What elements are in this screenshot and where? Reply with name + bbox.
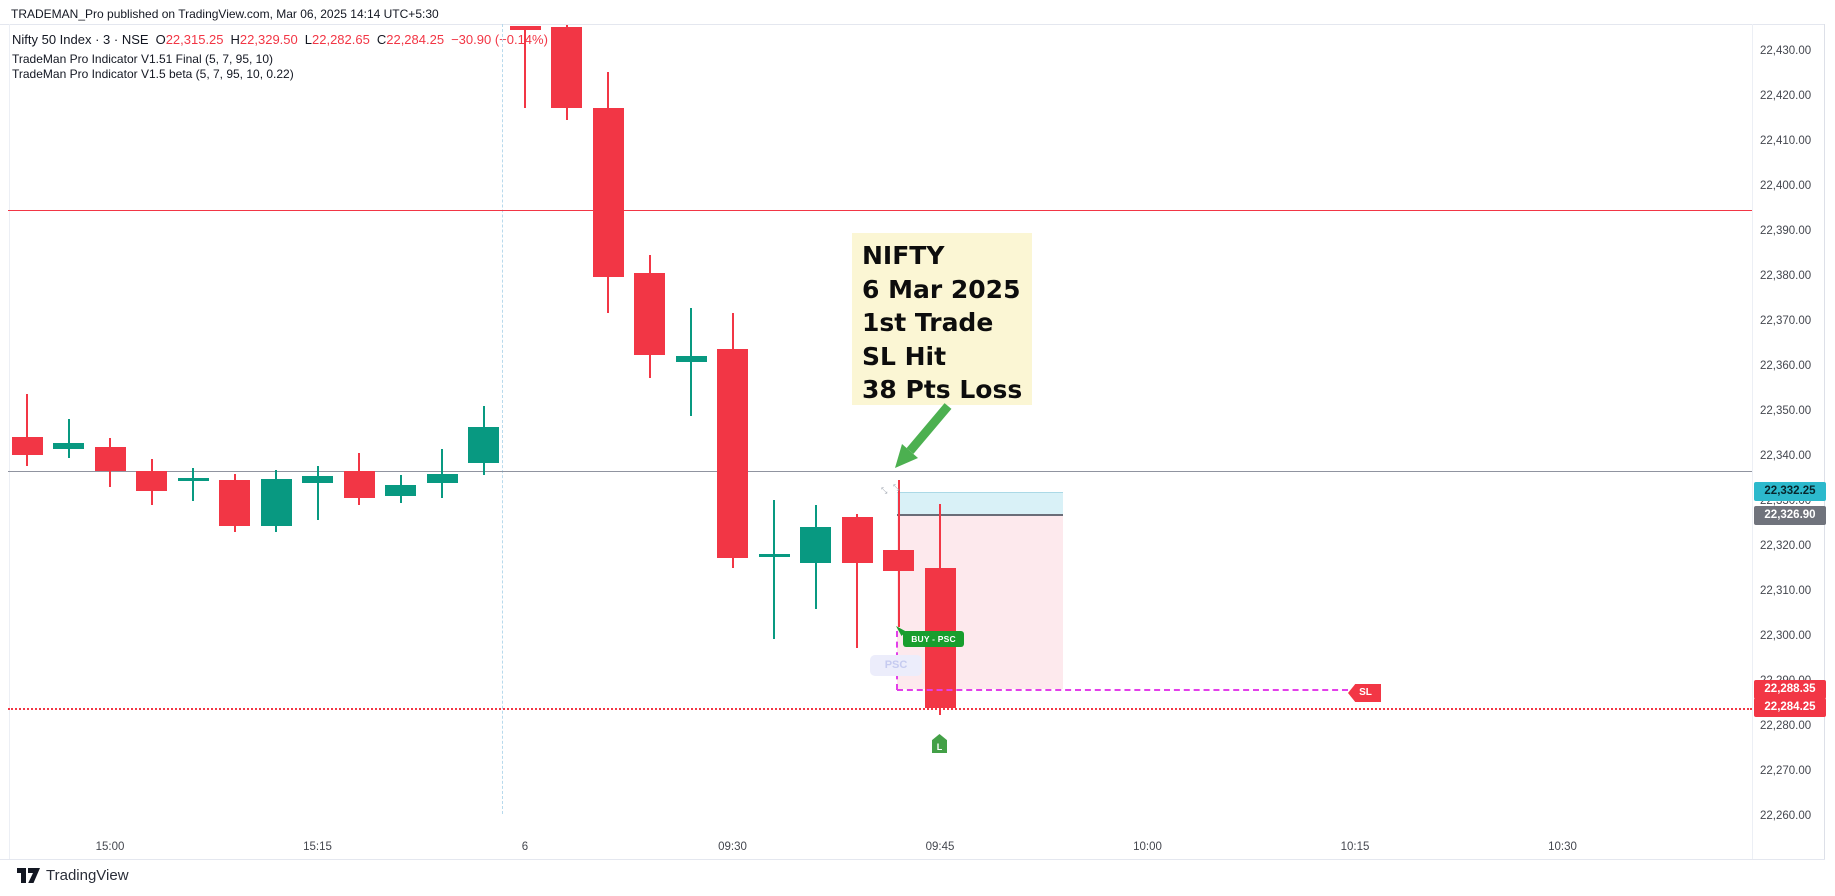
price-badge: 22,326.90 bbox=[1754, 506, 1826, 526]
candle-body bbox=[800, 527, 831, 564]
candle-body bbox=[468, 426, 499, 463]
candle-body bbox=[551, 27, 582, 108]
long-entry-marker: L bbox=[932, 734, 947, 753]
candle-body bbox=[385, 484, 416, 497]
candle-wick bbox=[441, 448, 443, 498]
stoploss-line bbox=[897, 689, 1348, 692]
candle-body bbox=[717, 349, 748, 558]
price-axis-label: 22,270.00 bbox=[1760, 765, 1812, 777]
candle-body bbox=[260, 479, 292, 526]
price-axis-label: 22,280.00 bbox=[1760, 720, 1812, 732]
note-line-4: SL Hit bbox=[862, 341, 947, 371]
price-axis-label: 22,260.00 bbox=[1760, 810, 1812, 822]
price-axis-border bbox=[1752, 24, 1753, 859]
axis-bottom-border bbox=[0, 859, 1825, 860]
screen-right-border bbox=[1824, 24, 1825, 859]
price-axis-label: 22,420.00 bbox=[1760, 90, 1812, 102]
candle-body bbox=[675, 356, 707, 363]
time-axis-label: 10:00 bbox=[1133, 841, 1162, 853]
candle-wick bbox=[856, 514, 858, 648]
arrow-down-left-icon bbox=[895, 403, 952, 468]
time-axis-label: 15:15 bbox=[303, 841, 332, 853]
psc-ghost-label: PSC bbox=[870, 655, 922, 676]
candle-body bbox=[634, 272, 665, 355]
sl-badge: SL bbox=[1348, 684, 1381, 702]
price-axis-label: 22,400.00 bbox=[1760, 180, 1812, 192]
indicator-row-1: TradeMan Pro Indicator V1.51 Final (5, 7… bbox=[12, 52, 274, 66]
time-axis-label: 6 bbox=[521, 841, 529, 853]
candle-body bbox=[343, 470, 375, 498]
ohlc-open: O22,315.25 bbox=[155, 32, 224, 47]
price-badge: 22,288.35 bbox=[1754, 679, 1826, 699]
price-axis-label: 22,390.00 bbox=[1760, 225, 1812, 237]
price-axis-label: 22,430.00 bbox=[1760, 45, 1812, 57]
candle-wick bbox=[192, 467, 194, 502]
candle-body bbox=[841, 516, 873, 564]
candle-wick bbox=[773, 500, 775, 639]
candle-body bbox=[219, 479, 250, 526]
candle-body bbox=[426, 474, 458, 484]
price-axis-label: 22,340.00 bbox=[1760, 450, 1812, 462]
candle-body bbox=[758, 554, 790, 557]
drawing-handle-icon: ⤡ bbox=[893, 483, 900, 492]
candle-wick bbox=[690, 308, 692, 417]
price-axis-label: 22,320.00 bbox=[1760, 540, 1812, 552]
price-badge: 22,284.25 bbox=[1754, 698, 1826, 718]
time-axis-label: 10:15 bbox=[1340, 841, 1370, 853]
tradingview-logo-text: TradingView bbox=[46, 867, 129, 884]
time-axis-label: 15:00 bbox=[95, 841, 125, 853]
trade-note: NIFTY 6 Mar 2025 1st Trade SL Hit 38 Pts… bbox=[852, 233, 1032, 405]
price-badge: 22,332.25 bbox=[1754, 482, 1826, 502]
ohlc-close: C22,284.25 bbox=[376, 32, 445, 47]
price-axis-label: 22,300.00 bbox=[1760, 630, 1812, 642]
note-line-2: 6 Mar 2025 bbox=[862, 274, 1021, 304]
candle-body bbox=[302, 475, 333, 484]
candle-body bbox=[136, 470, 167, 492]
candle-wick bbox=[524, 25, 526, 108]
support-line bbox=[8, 470, 1752, 472]
buy-psc-badge-tail bbox=[896, 626, 906, 636]
resistance-line bbox=[8, 209, 1752, 211]
candle-body bbox=[592, 107, 624, 277]
price-axis-label: 22,360.00 bbox=[1760, 360, 1812, 372]
indicator-row-2: TradeMan Pro Indicator V1.5 beta (5, 7, … bbox=[12, 67, 294, 81]
tradingview-logo-icon bbox=[17, 868, 40, 883]
time-axis-label: 10:30 bbox=[1548, 841, 1577, 853]
candle-body bbox=[53, 443, 84, 449]
candle-body bbox=[11, 436, 43, 455]
price-axis-label: 22,410.00 bbox=[1760, 135, 1812, 147]
entry-band bbox=[897, 491, 1063, 516]
pane-left-border bbox=[9, 24, 10, 859]
note-line-5: 38 Pts Loss bbox=[862, 375, 1023, 404]
close-price-line bbox=[8, 707, 1752, 710]
candle-body bbox=[509, 25, 541, 30]
candle-wick bbox=[67, 418, 70, 458]
note-line-1: NIFTY bbox=[862, 241, 945, 270]
ohlc-high: H22,329.50 bbox=[230, 32, 298, 47]
time-axis-label: 09:30 bbox=[718, 841, 747, 853]
price-axis-label: 22,370.00 bbox=[1760, 315, 1812, 327]
tradingview-logo[interactable]: TradingView bbox=[17, 867, 129, 884]
price-axis-label: 22,380.00 bbox=[1760, 270, 1812, 282]
chart-pane bbox=[0, 24, 1752, 845]
published-line: TRADEMAN_Pro published on TradingView.co… bbox=[11, 7, 439, 21]
price-axis-label: 22,350.00 bbox=[1760, 405, 1812, 417]
symbol-title: Nifty 50 Index · 3 · NSE bbox=[12, 32, 149, 47]
candle-body bbox=[883, 550, 914, 571]
ohlc-low: L22,282.65 bbox=[304, 32, 370, 47]
note-line-3: 1st Trade bbox=[862, 308, 994, 337]
symbol-ohlc-row: Nifty 50 Index · 3 · NSE O22,315.25 H22,… bbox=[12, 32, 548, 47]
time-axis-label: 09:45 bbox=[925, 841, 955, 853]
buy-psc-badge: BUY - PSC bbox=[903, 631, 964, 647]
session-separator bbox=[502, 24, 503, 814]
change-value: −30.90 (−0.14%) bbox=[451, 32, 548, 47]
price-axis-label: 22,310.00 bbox=[1760, 585, 1812, 597]
candle-body bbox=[177, 478, 209, 481]
candle-wick bbox=[26, 394, 28, 466]
pane-top-border bbox=[0, 24, 1825, 25]
candle-body bbox=[94, 447, 126, 471]
candle-wick bbox=[316, 466, 319, 520]
drawing-handle-icon: ⤡ bbox=[881, 486, 888, 495]
